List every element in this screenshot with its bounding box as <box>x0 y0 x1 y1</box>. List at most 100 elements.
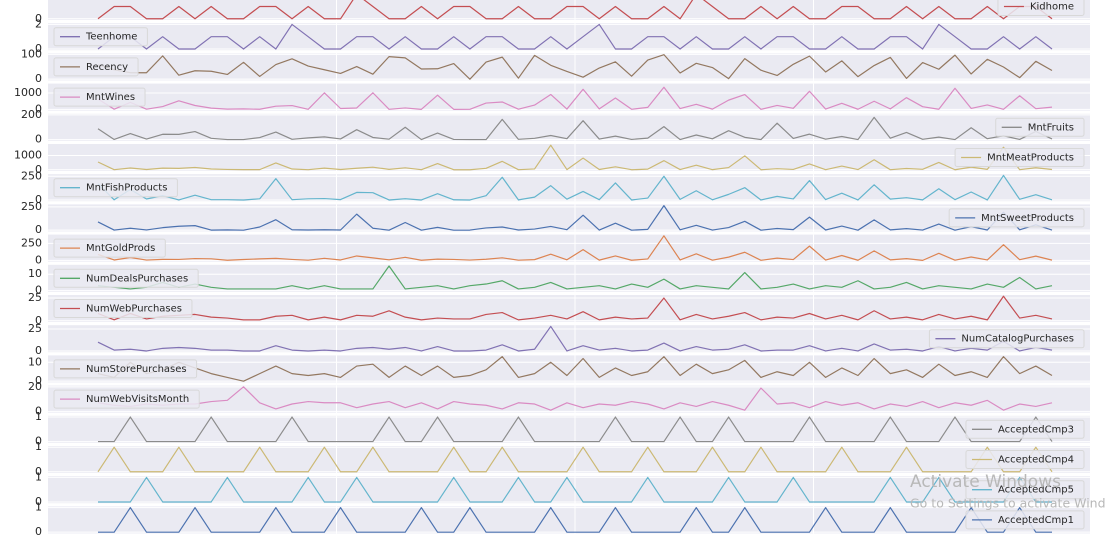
y-tick-label: 1 <box>35 470 42 483</box>
legend-label: Recency <box>86 62 128 73</box>
subplot: 0 10 NumDealsPurchases <box>28 264 1090 297</box>
y-tick-label: 1 <box>35 501 42 514</box>
legend: Recency <box>53 57 139 77</box>
plot-background <box>48 264 1090 292</box>
plot-background <box>48 325 1090 353</box>
y-tick-label: 0 <box>35 12 42 25</box>
y-tick-label: 0 <box>35 133 42 146</box>
y-tick-label: 0 <box>35 284 42 297</box>
legend-box <box>965 510 1085 530</box>
legend-label: NumStorePurchases <box>86 364 187 375</box>
y-tick-label: 1 <box>35 440 42 453</box>
series-line <box>97 235 1053 261</box>
legend-label: AcceptedCmp5 <box>998 485 1074 496</box>
series-line <box>97 295 1053 321</box>
legend-label: MntWines <box>86 92 135 103</box>
series-line <box>97 205 1053 231</box>
series-line <box>97 446 1053 473</box>
subplot: 0 25 NumCatalogPurchases <box>28 322 1090 357</box>
legend-box <box>997 0 1085 16</box>
legend-box <box>948 208 1085 228</box>
legend: NumStorePurchases <box>53 359 198 379</box>
legend-label: Teenhome <box>85 32 137 43</box>
y-tick-label: 1 <box>35 410 42 423</box>
legend-label: MntGoldProds <box>86 243 155 254</box>
legend: NumDealsPurchases <box>53 268 199 288</box>
subplot: 02Kidhome <box>35 0 1090 25</box>
legend-label: MntSweetProducts <box>981 213 1074 224</box>
y-tick-label: 0 <box>35 314 42 327</box>
subplot: 0 20 NumWebVisitsMonth <box>28 380 1090 417</box>
y-tick-label: 20 <box>28 380 42 393</box>
legend-box <box>965 419 1085 439</box>
subplot: 0 10 NumStorePurchases <box>28 355 1090 387</box>
plot-background <box>48 506 1090 534</box>
series-line <box>97 356 1053 382</box>
subplot: 0 25 NumWebPurchases <box>28 291 1090 327</box>
legend-label: NumCatalogPurchases <box>961 334 1074 345</box>
legend-box <box>53 57 139 77</box>
subplot: 0 250 MntSweetProducts <box>21 200 1090 236</box>
legend: AcceptedCmp3 <box>965 419 1085 439</box>
y-tick-label: 25 <box>28 291 42 304</box>
series-line <box>97 144 1053 171</box>
subplot: 0 100 Recency <box>21 47 1090 85</box>
y-tick-label: 10 <box>28 267 42 280</box>
legend: Kidhome <box>997 0 1085 16</box>
y-tick-label: 10 <box>28 355 42 368</box>
legend: MntWines <box>53 87 146 107</box>
y-tick-label: 0 <box>35 374 42 387</box>
legend: MntFishProducts <box>53 178 178 198</box>
legend-box <box>53 389 200 409</box>
legend: NumWebPurchases <box>53 299 193 318</box>
legend-label: NumWebPurchases <box>86 304 182 315</box>
legend-box <box>53 359 198 379</box>
plot-background <box>48 385 1090 413</box>
legend-box <box>928 329 1085 349</box>
subplot: 0 2 Teenhome <box>35 17 1090 55</box>
series-line <box>97 174 1053 201</box>
plot-background <box>48 355 1090 383</box>
y-tick-label: 0 <box>35 404 42 417</box>
legend-label: NumWebVisitsMonth <box>86 394 189 405</box>
subplot: 0 1 AcceptedCmp5 <box>35 470 1090 508</box>
legend: AcceptedCmp4 <box>965 450 1085 469</box>
y-tick-label: 1000 <box>14 149 42 162</box>
legend-box <box>954 148 1085 167</box>
legend: MntMeatProducts <box>954 148 1085 167</box>
legend-label: AcceptedCmp1 <box>998 515 1074 526</box>
legend: AcceptedCmp5 <box>965 480 1085 500</box>
plot-background <box>48 174 1090 202</box>
y-tick-label: 2 <box>35 17 42 30</box>
legend: NumCatalogPurchases <box>928 329 1085 349</box>
legend-box <box>53 27 148 47</box>
series-line <box>97 265 1053 290</box>
legend: MntFruits <box>995 117 1085 137</box>
legend-box <box>995 117 1085 137</box>
y-tick-label: 200 <box>21 108 42 121</box>
legend-label: NumDealsPurchases <box>86 273 188 284</box>
legend-box <box>53 87 146 107</box>
subplot: 0 200 MntFruits <box>21 108 1090 146</box>
watermark-text: Go to Settings to activate Windows. <box>910 496 1105 511</box>
y-tick-label: 0 <box>35 102 42 115</box>
series-line <box>97 386 1053 411</box>
legend-label: AcceptedCmp3 <box>998 424 1074 435</box>
series-line <box>98 416 1053 443</box>
legend: MntSweetProducts <box>948 208 1085 228</box>
series-line <box>97 325 1053 352</box>
subplot: 0 1 AcceptedCmp3 <box>35 410 1090 448</box>
legend-label: MntMeatProducts <box>987 153 1074 164</box>
y-tick-label: 0 <box>35 344 42 357</box>
plot-background <box>48 415 1090 443</box>
subplot: 0 250 MntFishProducts <box>21 169 1090 206</box>
legend-label: MntFruits <box>1028 122 1074 133</box>
legend-label: Kidhome <box>1030 2 1074 13</box>
legend-box <box>53 299 193 318</box>
series-line <box>97 54 1053 80</box>
series-line <box>98 507 1052 533</box>
subplot: 0 1 AcceptedCmp4 <box>35 440 1090 478</box>
